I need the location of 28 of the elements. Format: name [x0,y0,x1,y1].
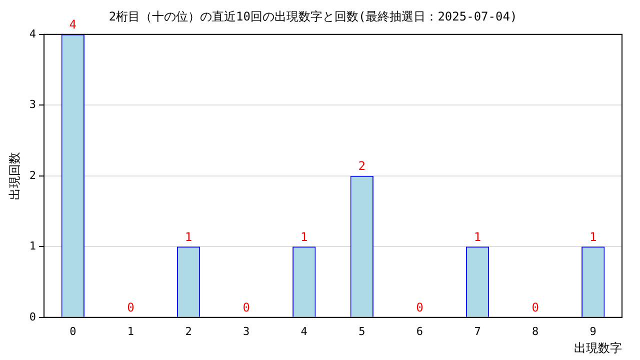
x-tick-label: 3 [243,324,250,338]
chart-title: 2桁目（十の位）の直近10回の出現数字と回数(最終抽選日：2025-07-04) [108,9,518,24]
x-tick-label: 7 [474,324,481,338]
data-label: 1 [474,230,482,244]
data-label: 2 [358,159,366,174]
data-label: 1 [184,230,192,244]
data-label: 0 [416,300,424,315]
x-axis-title: 出現数字 [574,340,622,355]
x-tick-label: 5 [358,324,366,338]
data-label: 0 [127,300,134,315]
x-tick-label: 2 [185,324,192,338]
x-tick-label: 4 [300,324,308,338]
y-tick-label: 1 [29,240,36,253]
x-tick-label: 6 [416,324,424,338]
x-tick-label: 1 [127,324,134,338]
x-tick-label: 9 [590,324,596,338]
x-tick-label: 8 [532,324,539,338]
data-label: 0 [532,300,539,315]
data-label: 0 [242,300,250,315]
y-tick-label: 4 [29,27,36,40]
y-axis-title: 出現回数 [7,152,22,200]
y-tick-label: 0 [29,310,36,324]
y-tick-label: 3 [29,98,36,112]
data-label: 1 [589,230,597,244]
x-tick-label: 0 [70,324,76,338]
data-label: 1 [300,230,308,244]
y-tick-label: 2 [29,168,36,182]
data-label: 4 [69,18,77,32]
